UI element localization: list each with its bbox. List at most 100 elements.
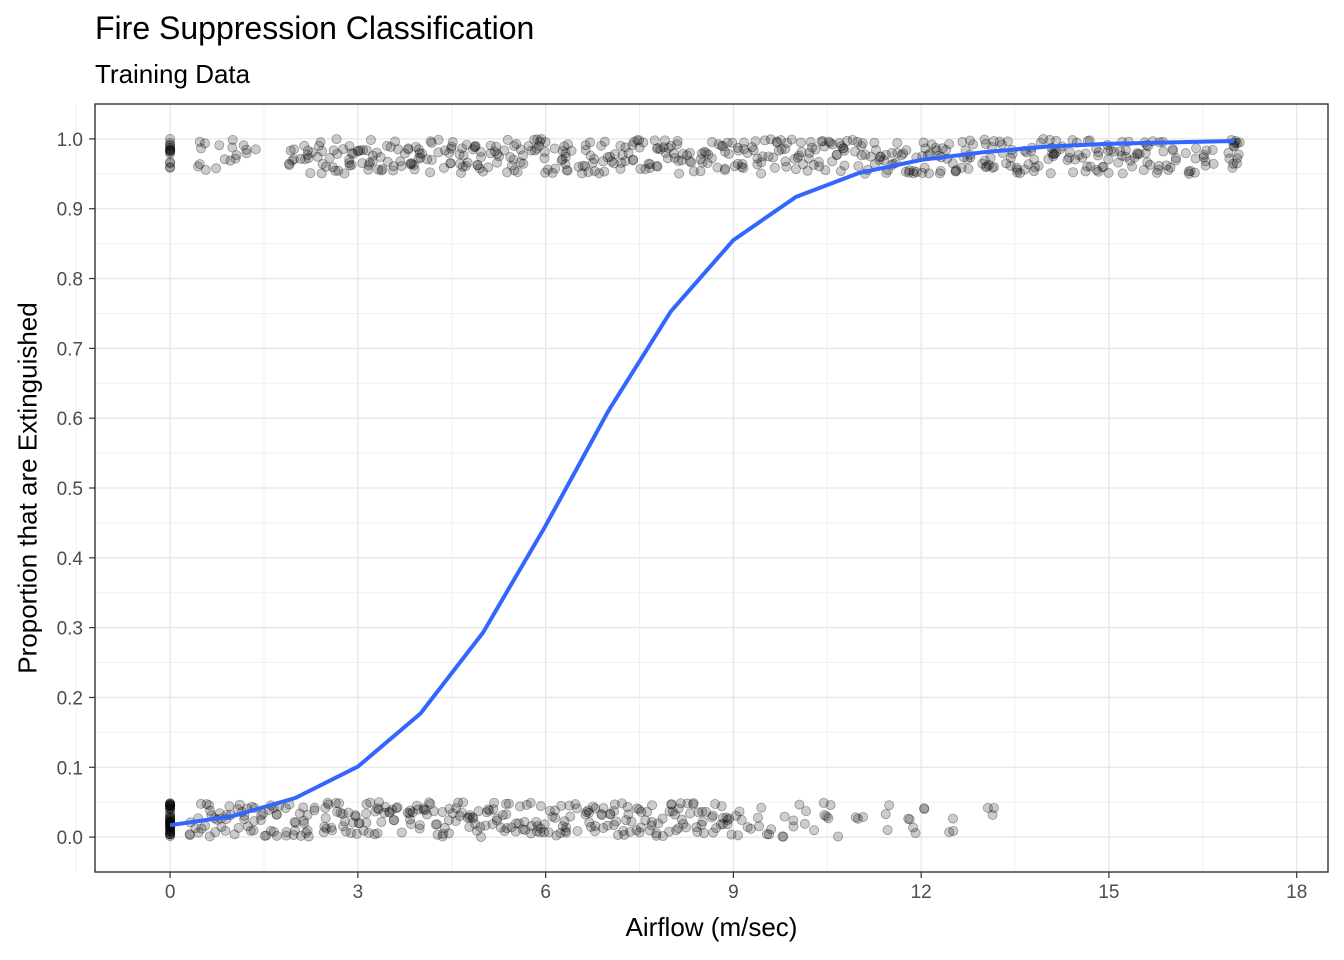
data-point <box>1161 160 1172 171</box>
data-point <box>406 819 417 830</box>
data-point <box>860 149 871 160</box>
data-point <box>489 146 500 157</box>
data-point <box>165 800 176 811</box>
data-point <box>1142 157 1153 168</box>
data-point <box>664 826 675 837</box>
data-point <box>720 146 731 157</box>
data-point <box>485 140 496 151</box>
data-point <box>1154 160 1165 171</box>
data-point <box>1103 154 1114 165</box>
data-point <box>632 135 643 146</box>
data-point <box>536 134 547 145</box>
data-point <box>302 810 313 821</box>
data-point <box>742 822 753 833</box>
data-point <box>711 823 722 834</box>
data-point <box>506 160 517 171</box>
data-point <box>440 145 451 156</box>
data-point <box>1232 153 1243 164</box>
data-point <box>547 811 558 822</box>
data-point <box>532 821 543 832</box>
data-point <box>652 161 663 172</box>
data-point <box>813 156 824 167</box>
data-point <box>686 157 697 168</box>
data-point <box>412 804 423 815</box>
data-point <box>587 157 598 168</box>
data-point <box>781 161 792 172</box>
data-point <box>985 152 996 163</box>
data-point <box>318 827 329 838</box>
data-point <box>229 829 240 840</box>
data-point <box>352 145 363 156</box>
data-point <box>499 826 510 837</box>
data-point <box>685 808 696 819</box>
data-point <box>265 826 276 837</box>
data-point <box>457 161 468 172</box>
data-point <box>635 822 646 833</box>
data-point <box>701 147 712 158</box>
data-point <box>381 140 392 151</box>
data-point <box>280 803 291 814</box>
data-point <box>706 153 717 164</box>
data-point <box>328 145 339 156</box>
y-tick-label: 1.0 <box>57 130 83 151</box>
data-point <box>384 806 395 817</box>
data-point <box>425 167 436 178</box>
data-point <box>673 155 684 166</box>
data-point <box>750 136 761 147</box>
data-point <box>184 830 195 841</box>
data-point <box>322 797 333 808</box>
data-point <box>529 134 540 145</box>
data-point <box>445 158 456 169</box>
chart-subtitle: Training Data <box>95 59 251 89</box>
data-point <box>535 823 546 834</box>
data-point <box>1132 148 1143 159</box>
data-point <box>475 146 486 157</box>
data-point <box>638 137 649 148</box>
data-point <box>823 136 834 147</box>
data-point <box>165 158 176 169</box>
data-point <box>560 159 571 170</box>
data-point <box>756 802 767 813</box>
data-point <box>880 809 891 820</box>
data-point <box>382 156 393 167</box>
data-point <box>165 162 176 173</box>
data-point <box>454 811 465 822</box>
data-point <box>585 137 596 148</box>
data-point <box>505 152 516 163</box>
data-point <box>581 807 592 818</box>
data-point <box>373 804 384 815</box>
data-point <box>628 154 639 165</box>
data-point <box>497 810 508 821</box>
data-point <box>699 146 710 157</box>
data-point <box>773 145 784 156</box>
data-point <box>261 830 272 841</box>
data-point <box>580 809 591 820</box>
data-point <box>875 151 886 162</box>
data-point <box>433 147 444 158</box>
data-point <box>602 152 613 163</box>
data-point <box>838 143 849 154</box>
data-point <box>640 815 651 826</box>
data-point <box>343 807 354 818</box>
data-point <box>413 144 424 155</box>
data-point <box>314 140 325 151</box>
data-point <box>403 143 414 154</box>
data-point <box>402 807 413 818</box>
data-point <box>526 145 537 156</box>
data-point <box>989 161 1000 172</box>
data-point <box>317 146 328 157</box>
data-point <box>372 828 383 839</box>
data-point <box>611 816 622 827</box>
data-point <box>948 825 959 836</box>
data-point <box>369 829 380 840</box>
data-point <box>640 164 651 175</box>
data-point <box>194 159 205 170</box>
data-point <box>426 137 437 148</box>
data-point <box>963 163 974 174</box>
data-point <box>853 813 864 824</box>
data-point <box>695 154 706 165</box>
data-point <box>468 144 479 155</box>
data-point <box>561 827 572 838</box>
data-point <box>994 136 1005 147</box>
data-point <box>520 824 531 835</box>
